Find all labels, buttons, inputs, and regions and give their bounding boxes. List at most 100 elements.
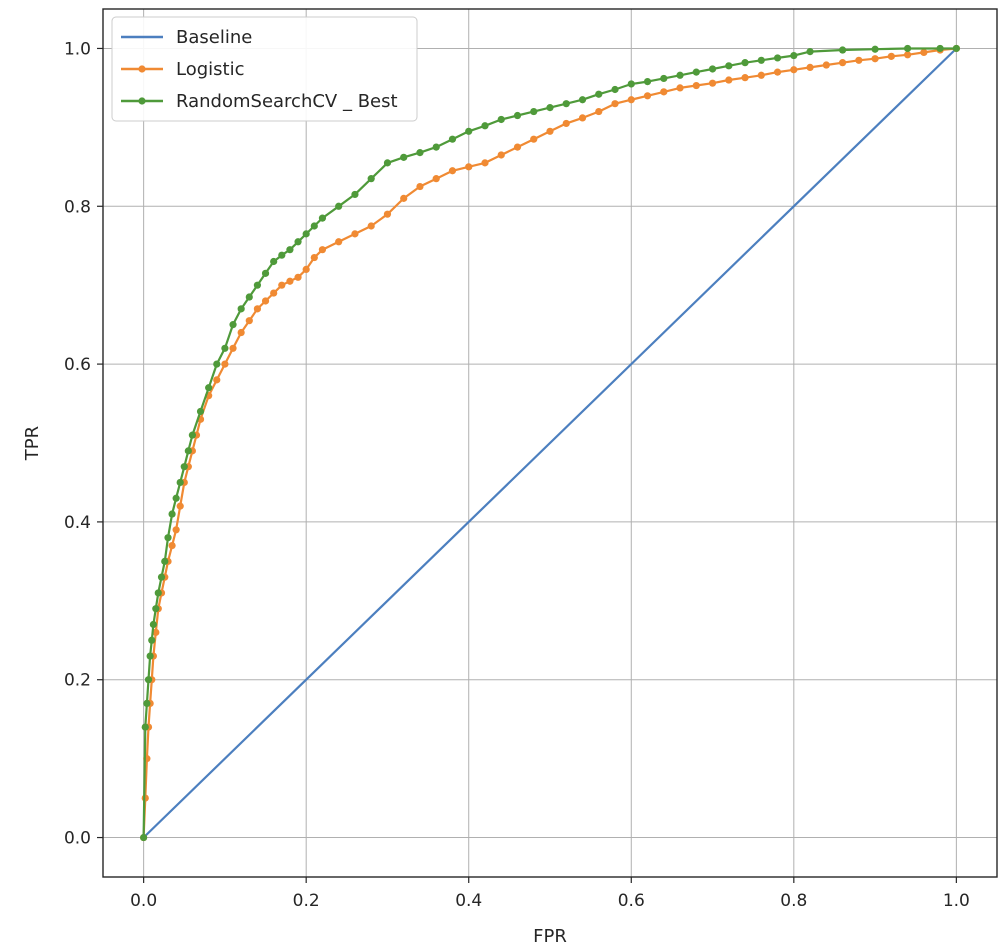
data-point [578, 96, 587, 104]
data-point [855, 56, 863, 64]
data-point [146, 652, 154, 660]
data-point [904, 51, 912, 59]
data-point [611, 85, 619, 94]
series-0 [142, 47, 958, 839]
data-point [806, 48, 814, 56]
data-point [416, 149, 424, 157]
data-point [261, 297, 270, 305]
data-point [278, 251, 286, 259]
data-point [806, 63, 814, 71]
data-point [448, 135, 457, 143]
data-point [278, 281, 286, 289]
data-point [253, 281, 262, 289]
data-point [546, 104, 554, 112]
y-axis-label: TPR [22, 426, 43, 461]
series-1 [140, 44, 960, 842]
data-point [822, 61, 830, 69]
data-point [154, 589, 162, 597]
data-point [708, 79, 717, 87]
data-point [952, 44, 960, 53]
data-point [261, 269, 270, 277]
data-point [335, 238, 343, 246]
series-layer [140, 44, 960, 842]
data-point [725, 76, 733, 84]
x-tick-label: 0.8 [780, 891, 807, 911]
plot-frame [102, 8, 998, 878]
data-point [497, 151, 505, 159]
x-tick-label: 0.6 [618, 891, 645, 911]
data-point [180, 463, 188, 471]
data-point [149, 620, 157, 629]
data-point [383, 210, 392, 218]
y-tick-label: 0.2 [64, 671, 91, 691]
data-point [152, 605, 160, 613]
data-point [432, 175, 440, 183]
data-point [213, 376, 221, 384]
data-point [310, 222, 318, 230]
data-point [141, 723, 149, 731]
data-point [172, 526, 180, 534]
data-point [237, 305, 245, 313]
data-point [481, 159, 489, 167]
data-point [530, 107, 538, 116]
data-point [773, 68, 782, 76]
data-point [148, 636, 156, 644]
data-point [757, 56, 765, 64]
data-point [676, 84, 684, 92]
data-point [245, 293, 253, 301]
data-point [838, 46, 847, 54]
y-tick-label: 0.4 [64, 513, 91, 533]
data-point [465, 127, 473, 135]
y-tick-label: 0.8 [64, 197, 91, 217]
data-point [660, 74, 668, 83]
data-point [643, 77, 652, 86]
data-point [286, 246, 294, 254]
data-point [152, 628, 160, 636]
data-point [143, 699, 151, 708]
data-point [294, 238, 302, 246]
data-point [383, 159, 392, 167]
data-point [627, 96, 635, 104]
data-point [530, 135, 538, 143]
data-point [367, 222, 375, 230]
legend-marker [138, 97, 146, 105]
data-point [904, 44, 912, 53]
data-point [497, 115, 505, 124]
data-point [611, 100, 619, 108]
series-2 [140, 44, 960, 842]
data-point [161, 557, 169, 565]
data-point [741, 59, 749, 67]
y-tick-label: 0.6 [64, 355, 91, 375]
data-point [184, 447, 192, 455]
legend-label: Baseline [176, 27, 252, 48]
data-point [546, 127, 554, 135]
data-point [229, 321, 237, 329]
data-point [790, 66, 798, 74]
x-tick-label: 0.4 [455, 891, 482, 911]
x-tick-label: 0.0 [130, 891, 157, 911]
data-point [318, 246, 327, 254]
x-tick-label: 0.2 [293, 891, 320, 911]
data-point [400, 153, 408, 161]
data-point [562, 100, 570, 108]
data-point [164, 534, 172, 542]
y-tick-label: 0.0 [64, 829, 91, 849]
data-point [245, 317, 253, 325]
data-point [432, 143, 440, 151]
data-point [595, 90, 603, 98]
data-point [351, 190, 359, 199]
data-point [562, 119, 570, 128]
legend-box [111, 16, 418, 122]
data-point [676, 71, 684, 79]
data-point [237, 328, 245, 337]
data-point [253, 305, 262, 313]
data-point [221, 360, 229, 368]
data-point [725, 62, 733, 70]
x-tick-label: 1.0 [943, 891, 970, 911]
data-point [168, 541, 176, 550]
data-point [221, 344, 229, 352]
legend-marker [138, 65, 146, 73]
data-point [660, 88, 668, 96]
data-point [465, 163, 473, 171]
